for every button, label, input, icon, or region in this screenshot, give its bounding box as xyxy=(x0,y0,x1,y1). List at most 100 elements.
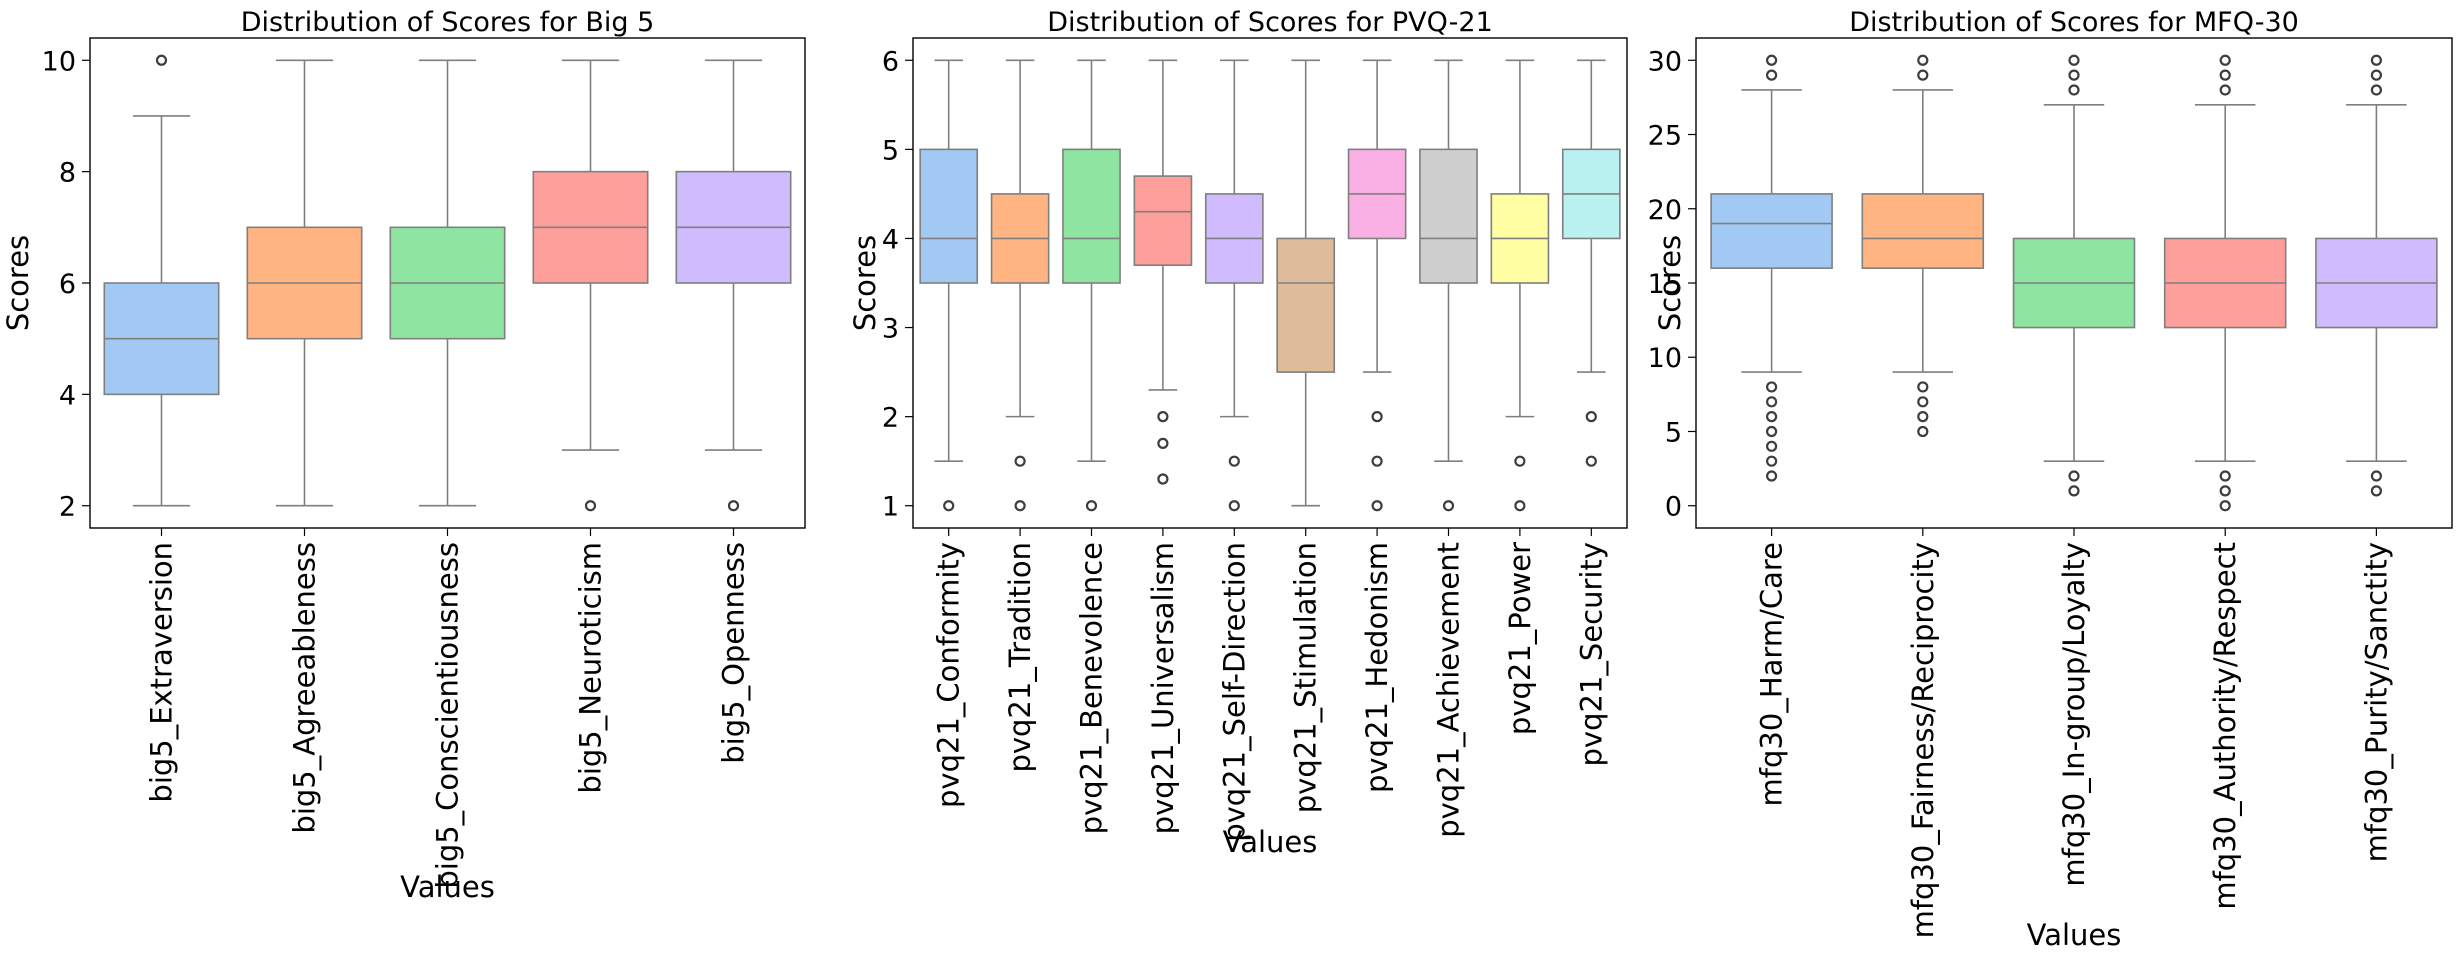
chart-panel-3: Distribution of Scores for MFQ-30 0 5 10 15 2… xyxy=(1648,7,2453,952)
outlier-point xyxy=(1917,69,1929,81)
outlier-point xyxy=(2219,54,2231,66)
box-group xyxy=(1861,54,1985,438)
plot-frame xyxy=(1695,37,2453,529)
outlier-point xyxy=(1442,500,1455,512)
outlier-point xyxy=(2370,84,2382,96)
box-group xyxy=(1561,59,1621,467)
outlier-point xyxy=(1157,437,1169,449)
y-axis-label: Scores xyxy=(1,235,35,331)
x-tick-label: mfq30_Fairness/Reciprocity xyxy=(1906,542,1940,938)
box-group xyxy=(389,59,506,507)
x-tick-label: big5_Agreeableness xyxy=(288,542,322,834)
y-tick-label: 4 xyxy=(882,224,899,255)
plot-frame xyxy=(89,37,806,529)
outlier-point xyxy=(943,500,955,512)
outlier-point xyxy=(1371,455,1383,467)
outlier-point xyxy=(1228,455,1240,467)
outlier-point xyxy=(2219,470,2231,482)
chart-title: Distribution of Scores for Big 5 xyxy=(241,7,655,38)
y-tick-label: 25 xyxy=(1648,121,1682,152)
outlier-point xyxy=(1514,455,1526,467)
x-tick-label: pvq21_Hedonism xyxy=(1360,542,1394,793)
outlier-point xyxy=(2219,485,2231,497)
box-group xyxy=(246,59,363,507)
chart-title: Distribution of Scores for PVQ-21 xyxy=(1047,7,1493,38)
box-group xyxy=(1347,59,1407,512)
outlier-point xyxy=(2370,54,2382,66)
y-axis-label: Scores xyxy=(848,235,882,331)
y-tick-label: 5 xyxy=(1665,417,1682,448)
x-tick-label: pvq21_Power xyxy=(1503,542,1537,735)
outlier-point xyxy=(2370,69,2382,81)
x-tick-label: mfq30_Purity/Sanctity xyxy=(2359,542,2393,862)
x-tick-label: pvq21_Universalism xyxy=(1146,542,1180,834)
y-tick-label: 0 xyxy=(1665,492,1682,523)
box-body xyxy=(919,148,979,284)
outlier-point xyxy=(2219,69,2231,81)
outlier-point xyxy=(1228,500,1240,512)
outlier-point xyxy=(2370,485,2382,497)
outlier-point xyxy=(584,500,597,512)
box-group xyxy=(1204,59,1264,512)
outlier-point xyxy=(1765,381,1778,393)
x-tick-label: pvq21_Conformity xyxy=(932,542,966,808)
box-group xyxy=(532,59,649,512)
outlier-point xyxy=(2219,500,2231,512)
x-axis-label: Values xyxy=(400,870,495,904)
outlier-point xyxy=(1085,500,1098,512)
outlier-point xyxy=(1917,381,1929,393)
outlier-point xyxy=(1157,411,1169,423)
outlier-point xyxy=(2068,54,2080,66)
y-tick-label: 6 xyxy=(882,46,899,77)
x-tick-label: big5_Conscientiousness xyxy=(431,542,465,889)
outlier-point xyxy=(1765,440,1778,452)
outlier-point xyxy=(2370,470,2382,482)
y-tick-label: 10 xyxy=(42,46,76,77)
box-group xyxy=(1710,54,1833,482)
box-body xyxy=(1133,175,1193,266)
outlier-point xyxy=(2068,69,2080,81)
y-tick-label: 2 xyxy=(882,403,899,434)
x-tick-label: pvq21_Tradition xyxy=(1003,542,1037,773)
box-group xyxy=(990,59,1050,512)
x-tick-label: mfq30_Authority/Respect xyxy=(2208,542,2242,910)
outlier-point xyxy=(1765,470,1778,482)
box-group xyxy=(1133,59,1193,485)
y-tick-label: 2 xyxy=(59,492,76,523)
x-tick-label: mfq30_In-group/Loyalty xyxy=(2057,542,2091,887)
box-group xyxy=(1276,59,1336,507)
outlier-point xyxy=(1917,54,1929,66)
y-tick-label: 4 xyxy=(59,380,76,411)
y-tick-label: 6 xyxy=(59,269,76,300)
box-group xyxy=(2315,54,2438,497)
outlier-point xyxy=(1514,500,1526,512)
y-tick-label: 8 xyxy=(59,158,76,189)
plot-frame xyxy=(912,37,1628,529)
y-axis-label: Scores xyxy=(1653,235,1687,331)
outlier-point xyxy=(155,54,168,66)
box-group xyxy=(2163,54,2287,512)
x-tick-label: big5_Neuroticism xyxy=(574,542,608,794)
x-tick-label: mfq30_Harm/Care xyxy=(1755,542,1789,806)
outlier-point xyxy=(1157,473,1169,485)
outlier-point xyxy=(2219,84,2231,96)
box-body xyxy=(1276,237,1336,373)
outlier-point xyxy=(2068,470,2080,482)
box-body xyxy=(1710,193,1833,269)
outlier-point xyxy=(2068,485,2080,497)
outlier-point xyxy=(1765,425,1778,438)
outlier-point xyxy=(1765,69,1778,81)
box-group xyxy=(1062,59,1121,512)
outlier-point xyxy=(1765,54,1778,66)
outlier-point xyxy=(1014,500,1026,512)
x-tick-label: pvq21_Achievement xyxy=(1432,542,1466,838)
chart-panel-2: Distribution of Scores for PVQ-21 1 2 3 4 5 6 S… xyxy=(848,7,1628,859)
box-group xyxy=(919,59,979,512)
outlier-point xyxy=(1765,455,1778,467)
y-tick-label: 30 xyxy=(1648,46,1682,77)
box-group xyxy=(1490,59,1550,512)
outlier-point xyxy=(1917,411,1929,423)
outlier-point xyxy=(1917,396,1929,408)
